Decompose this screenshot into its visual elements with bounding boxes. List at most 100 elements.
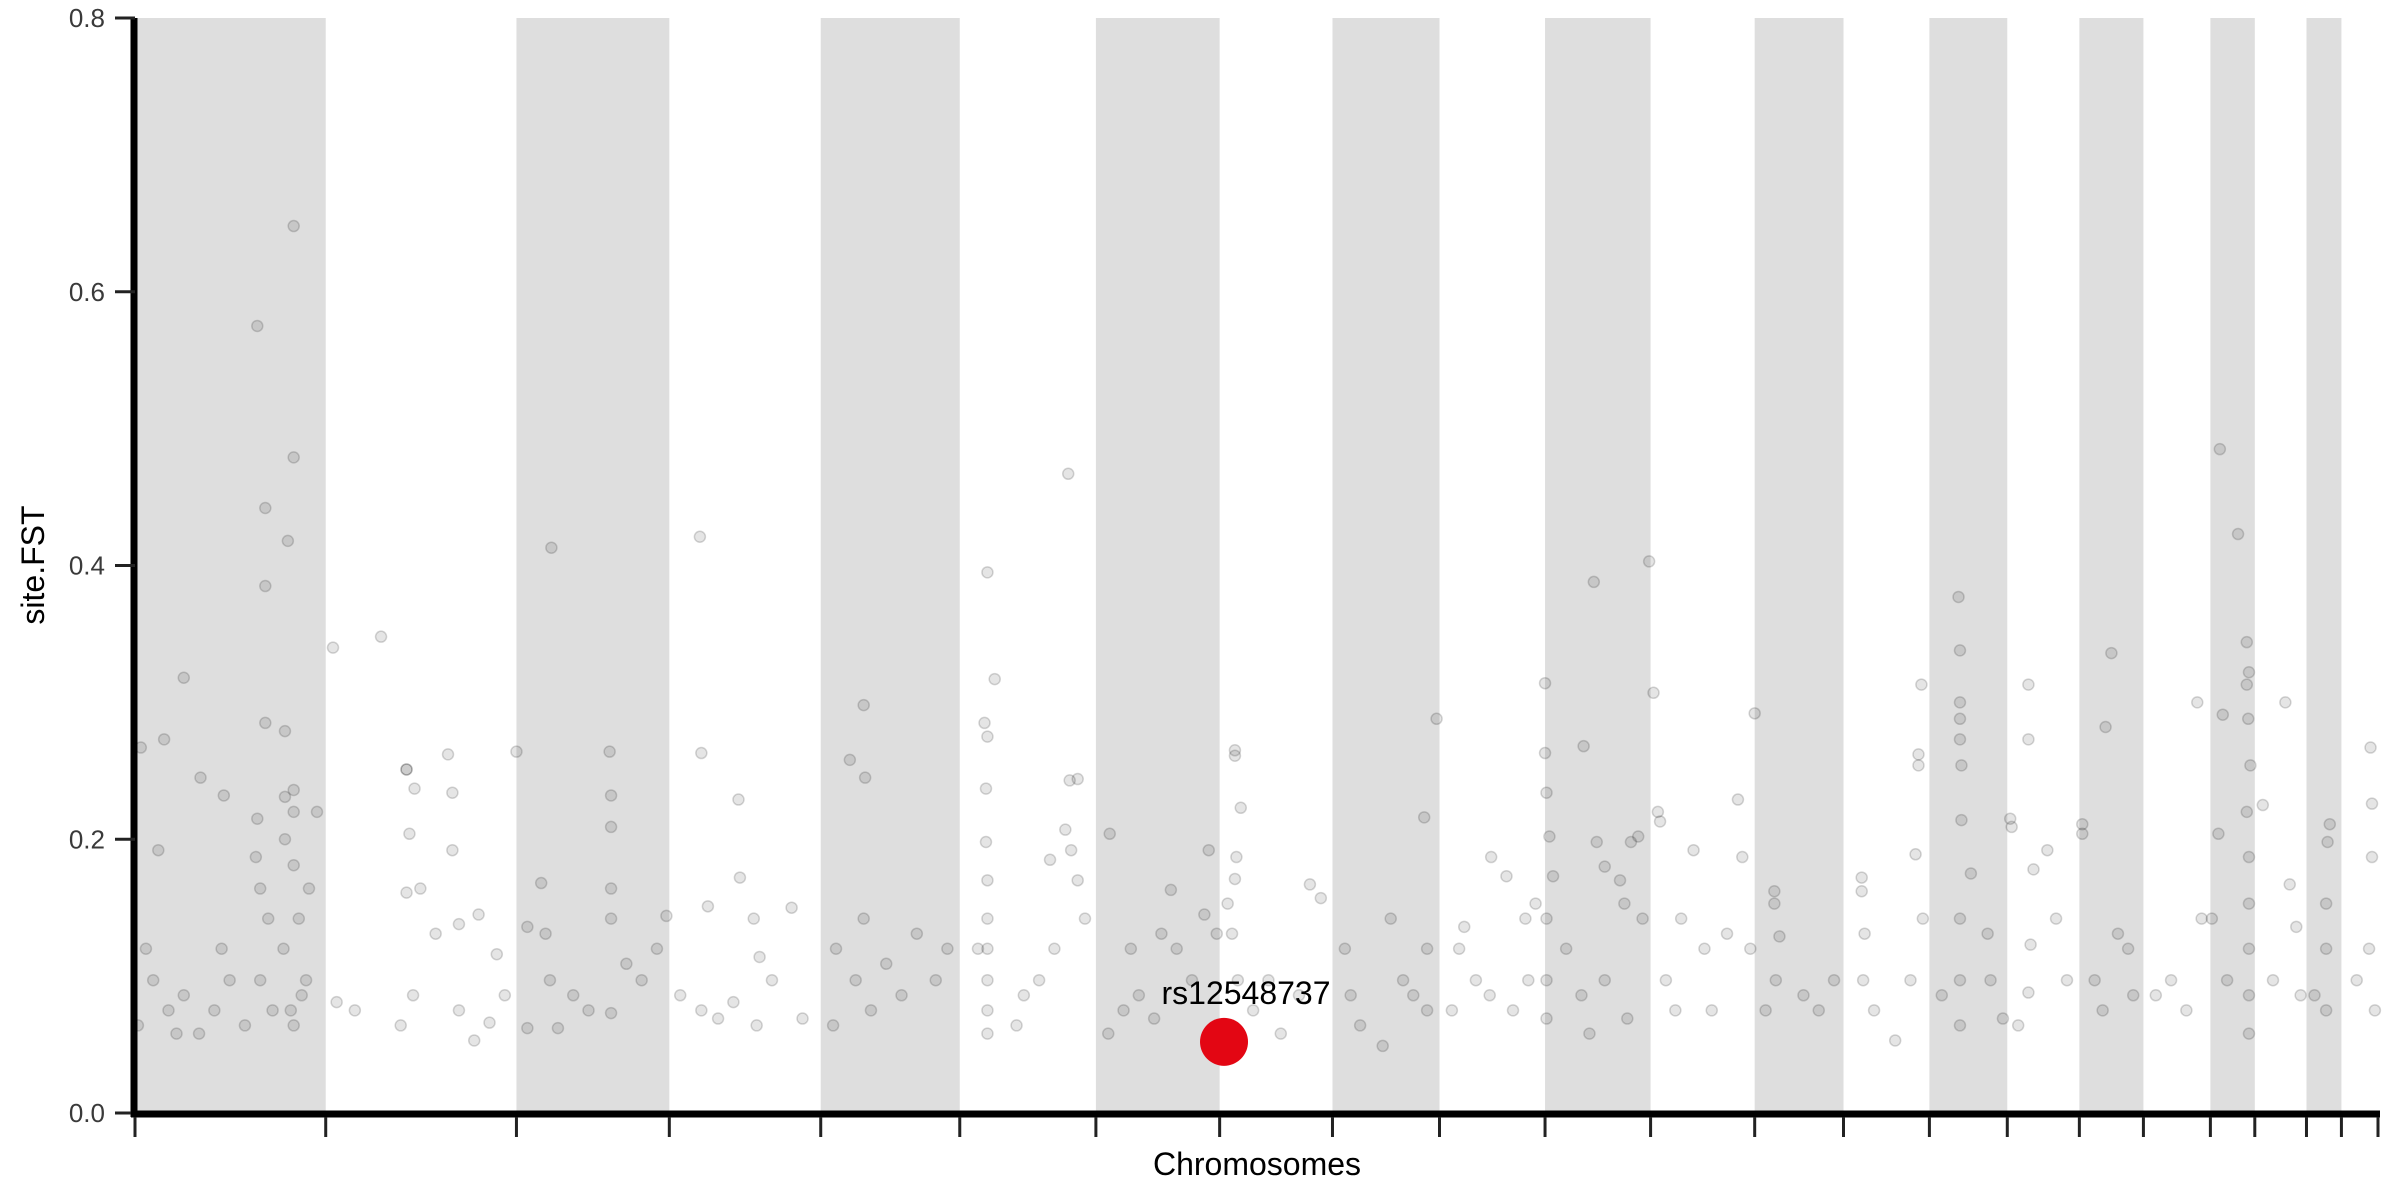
- data-point: [981, 912, 994, 925]
- data-point: [429, 927, 442, 940]
- data-point: [403, 827, 416, 841]
- data-point: [879, 957, 893, 971]
- data-point: [1064, 843, 1078, 857]
- data-point: [1577, 739, 1590, 753]
- data-point: [277, 942, 290, 955]
- data-point: [1748, 707, 1761, 720]
- y-axis: 0.0 0.2 0.4 0.6 0.8: [69, 3, 138, 1128]
- data-point: [394, 1019, 407, 1032]
- data-point: [2290, 920, 2303, 934]
- data-point: [2241, 712, 2255, 726]
- data-point: [253, 882, 267, 895]
- data-point: [1338, 942, 1352, 955]
- data-point: [1543, 830, 1556, 843]
- data-point: [650, 942, 664, 955]
- data-point: [1642, 555, 1656, 568]
- data-point: [1376, 1039, 1389, 1053]
- data-point: [981, 730, 994, 743]
- data-point: [603, 745, 616, 758]
- data-point: [1720, 927, 1734, 940]
- data-point: [261, 912, 275, 925]
- data-point: [2105, 646, 2118, 660]
- y-tick-label: 0.0: [69, 1098, 105, 1128]
- data-point: [2076, 827, 2089, 841]
- data-point: [2216, 708, 2230, 721]
- data-point: [2240, 635, 2254, 649]
- data-point: [287, 783, 300, 797]
- data-point: [981, 566, 994, 579]
- data-point: [1912, 759, 1925, 772]
- data-point: [414, 882, 427, 895]
- data-points: [131, 219, 2382, 1053]
- x-axis-title: Chromosomes: [1153, 1146, 1361, 1182]
- data-point: [194, 771, 207, 784]
- data-point: [2088, 973, 2101, 987]
- data-point: [1858, 927, 1871, 940]
- data-point: [1540, 973, 1553, 987]
- data-point: [2027, 863, 2040, 876]
- data-point: [1540, 912, 1553, 925]
- data-point: [1483, 989, 1496, 1002]
- data-point: [750, 1019, 763, 1032]
- data-point: [446, 843, 459, 857]
- data-point: [1314, 891, 1328, 905]
- data-point: [1484, 850, 1498, 864]
- data-point: [374, 630, 388, 643]
- highlight-point[interactable]: [1200, 1017, 1249, 1066]
- data-point: [452, 917, 466, 931]
- data-point: [1540, 786, 1553, 799]
- data-point: [1909, 848, 1922, 861]
- data-point: [1904, 973, 1917, 987]
- data-point: [1575, 989, 1588, 1002]
- data-point: [1768, 897, 1781, 910]
- data-point: [2060, 973, 2074, 987]
- data-point: [157, 733, 171, 746]
- data-point: [2364, 741, 2377, 754]
- data-point: [1445, 1004, 1459, 1017]
- data-point: [446, 786, 459, 799]
- data-point: [1124, 942, 1138, 955]
- data-point: [1583, 1027, 1596, 1040]
- data-point: [1198, 908, 1211, 921]
- data-point: [1538, 746, 1552, 760]
- data-point: [981, 1004, 994, 1017]
- data-point: [1855, 871, 1868, 884]
- data-point: [295, 989, 308, 1002]
- data-point: [1506, 1004, 1520, 1017]
- data-point: [2368, 1004, 2382, 1017]
- data-point: [2005, 820, 2018, 834]
- data-point: [604, 912, 618, 925]
- y-tick-label: 0.6: [69, 277, 105, 307]
- data-point: [988, 672, 1001, 686]
- data-point: [978, 716, 991, 730]
- data-point: [1855, 885, 1868, 898]
- data-point: [2240, 678, 2254, 691]
- data-point: [2195, 912, 2208, 925]
- data-point: [747, 912, 761, 925]
- data-point: [1621, 1012, 1634, 1025]
- chromosome-band-21: [2306, 18, 2342, 1113]
- data-point: [1103, 827, 1116, 841]
- data-point: [1953, 696, 1967, 709]
- data-point: [1631, 830, 1645, 843]
- data-point: [400, 763, 413, 776]
- data-point: [2180, 1004, 2193, 1017]
- data-point: [1559, 942, 1573, 955]
- chromosome-band-1: [135, 18, 326, 1113]
- data-point: [292, 912, 306, 925]
- data-point: [1228, 872, 1242, 886]
- data-point: [490, 947, 504, 961]
- data-point: [843, 753, 857, 767]
- data-point: [1017, 989, 1031, 1002]
- data-point: [566, 989, 580, 1002]
- data-point: [2365, 797, 2379, 810]
- data-point: [1234, 801, 1248, 815]
- chromosome-band-19: [2210, 18, 2255, 1113]
- data-point: [170, 1027, 183, 1040]
- data-point: [2242, 666, 2256, 679]
- data-point: [1529, 897, 1542, 910]
- data-point: [1048, 942, 1061, 955]
- data-point: [2240, 805, 2254, 819]
- data-point: [1228, 744, 1242, 757]
- data-point: [408, 782, 421, 795]
